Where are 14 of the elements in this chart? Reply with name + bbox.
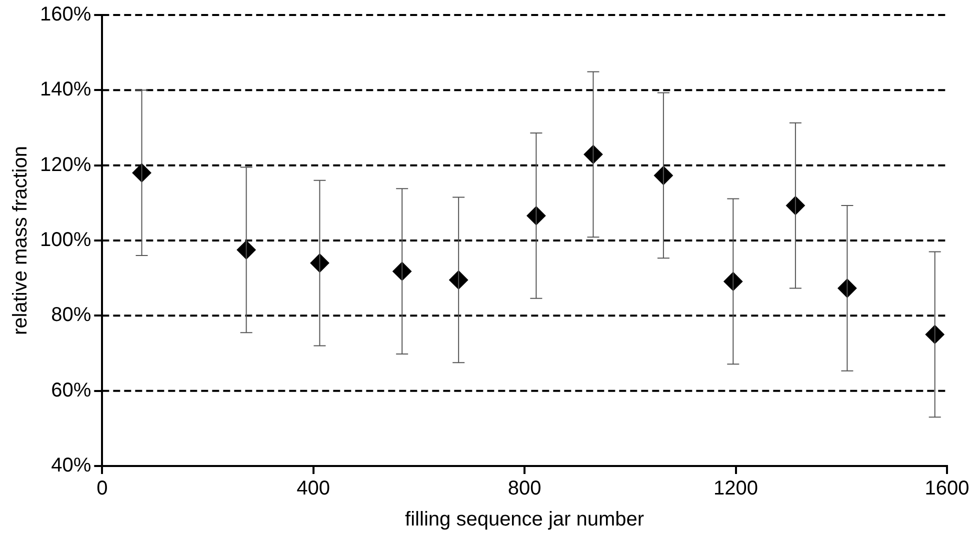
y-tick-label: 100% [40,229,92,252]
y-tick-label: 40% [51,454,92,477]
y-tick-label: 60% [51,379,92,402]
y-axis-title: relative mass fraction [10,146,32,335]
x-tick-label: 0 [96,478,108,500]
x-tick-label: 1200 [714,478,758,500]
x-axis-title: filling sequence jar number [405,508,644,531]
x-tick-label: 400 [296,478,330,500]
y-tick-label: 160% [40,4,92,26]
y-tick-label: 120% [40,154,92,176]
y-tick-label: 140% [40,78,92,101]
x-tick-label: 800 [508,478,542,500]
x-tick-label: 1600 [924,478,970,500]
y-tick-label: 80% [51,304,92,326]
